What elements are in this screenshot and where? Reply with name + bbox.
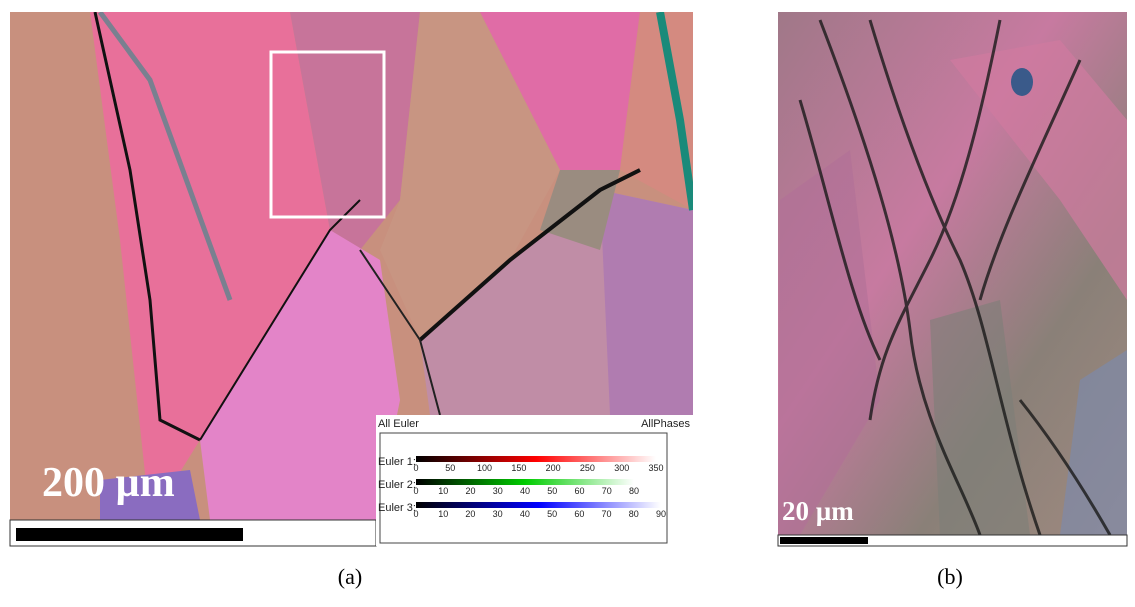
- tick-label: 350: [648, 463, 663, 473]
- tick-label: 10: [438, 486, 448, 496]
- tick-label: 80: [629, 486, 639, 496]
- scale-label: 200 µm: [42, 460, 175, 506]
- tick-label: 60: [574, 509, 584, 519]
- tick-label: 150: [511, 463, 526, 473]
- bar-label: Euler 2:: [378, 479, 416, 491]
- ebsd-map-a: [10, 12, 693, 520]
- tick-label: 0: [413, 509, 418, 519]
- tick-label: 20: [465, 486, 475, 496]
- tick-label: 250: [580, 463, 595, 473]
- color-bar: [416, 456, 656, 462]
- tick-label: 70: [602, 486, 612, 496]
- tick-label: 40: [520, 486, 530, 496]
- scale-label: 20 µm: [782, 496, 854, 526]
- tick-label: 0: [413, 463, 418, 473]
- tick-label: 90: [656, 509, 666, 519]
- tick-label: 50: [445, 463, 455, 473]
- caption: (a): [338, 564, 362, 589]
- tick-label: 80: [629, 509, 639, 519]
- scale-bar: [780, 537, 868, 544]
- tick-label: 70: [602, 509, 612, 519]
- caption: (b): [937, 564, 963, 589]
- tick-label: 30: [493, 486, 503, 496]
- bar-label: Euler 3:: [378, 502, 416, 514]
- legend-title: All Euler: [378, 418, 419, 430]
- tick-label: 200: [546, 463, 561, 473]
- scale-box: [777, 534, 1128, 547]
- color-bar: [416, 502, 661, 508]
- bar-label: Euler 1:: [378, 456, 416, 468]
- tick-label: 40: [520, 509, 530, 519]
- tick-label: 60: [574, 486, 584, 496]
- tick-label: 0: [413, 486, 418, 496]
- legend: All Euler AllPhases Euler 1:0 50 100 150 200…: [376, 415, 693, 546]
- scale-bar: [16, 528, 243, 541]
- tick-label: 100: [477, 463, 492, 473]
- tick-label: 10: [438, 509, 448, 519]
- color-bar: [416, 479, 634, 485]
- legend-frame: [379, 432, 668, 544]
- tick-label: 20: [465, 509, 475, 519]
- tick-label: 50: [547, 486, 557, 496]
- inset-box: [269, 50, 386, 219]
- tick-label: 300: [614, 463, 629, 473]
- ebsd-map-b: [778, 12, 1127, 535]
- tick-label: 30: [493, 509, 503, 519]
- tick-label: 50: [547, 509, 557, 519]
- legend-phases: AllPhases: [641, 418, 690, 430]
